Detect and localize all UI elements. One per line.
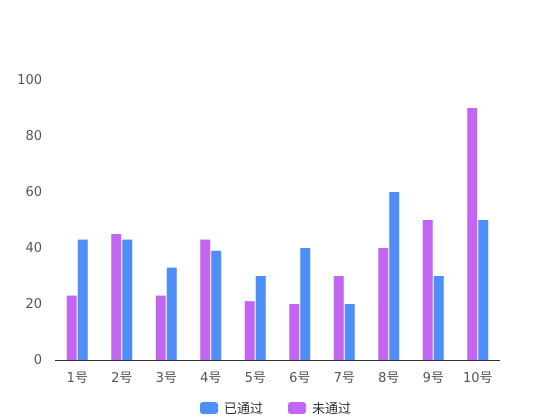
- x-tick-label: 9号: [423, 371, 444, 386]
- bar-failed[interactable]: [111, 234, 122, 360]
- x-tick-label: 7号: [334, 371, 355, 386]
- y-tick-label: 80: [25, 129, 42, 144]
- y-tick-label: 20: [25, 297, 42, 312]
- x-tick-label: 5号: [245, 371, 266, 386]
- bar-passed[interactable]: [389, 192, 400, 360]
- bar-failed[interactable]: [378, 248, 389, 360]
- x-tick-label: 10号: [463, 371, 493, 386]
- legend-swatch: [288, 402, 306, 414]
- y-tick-label: 100: [17, 73, 42, 88]
- x-tick-label: 3号: [156, 371, 177, 386]
- x-tick-label: 8号: [378, 371, 399, 386]
- bars-group: [66, 108, 489, 360]
- bar-passed[interactable]: [344, 304, 355, 360]
- bar-failed[interactable]: [244, 301, 255, 360]
- legend-swatch: [200, 402, 218, 414]
- bar-failed[interactable]: [155, 295, 166, 360]
- bar-failed[interactable]: [333, 276, 344, 360]
- legend-label: 已通过: [224, 402, 263, 417]
- y-tick-label: 0: [34, 353, 42, 368]
- bar-passed[interactable]: [211, 250, 222, 360]
- x-tick-label: 2号: [111, 371, 132, 386]
- bar-failed[interactable]: [289, 304, 300, 360]
- bar-passed[interactable]: [478, 220, 489, 360]
- y-tick-label: 40: [25, 241, 42, 256]
- legend-item[interactable]: 已通过: [200, 402, 263, 417]
- x-tick-label: 6号: [289, 371, 310, 386]
- bar-passed[interactable]: [433, 276, 444, 360]
- bar-passed[interactable]: [77, 239, 88, 360]
- y-axis-ticks: 0 20 40 60 80 100: [17, 73, 42, 368]
- bar-passed[interactable]: [255, 276, 266, 360]
- legend-item[interactable]: 未通过: [288, 402, 351, 417]
- legend-label: 未通过: [312, 402, 351, 417]
- bar-failed[interactable]: [200, 239, 211, 360]
- x-tick-label: 1号: [67, 371, 88, 386]
- y-tick-label: 60: [25, 185, 42, 200]
- bar-passed[interactable]: [300, 248, 311, 360]
- bar-passed[interactable]: [166, 267, 177, 360]
- bar-failed[interactable]: [422, 220, 433, 360]
- x-tick-label: 4号: [200, 371, 221, 386]
- x-axis-ticks: 1号 2号 3号 4号 5号 6号 7号 8号 9号 10号: [67, 371, 493, 386]
- bar-failed[interactable]: [467, 108, 478, 360]
- legend[interactable]: 已通过 未通过: [200, 402, 351, 417]
- bar-passed[interactable]: [122, 239, 133, 360]
- bar-failed[interactable]: [66, 295, 77, 360]
